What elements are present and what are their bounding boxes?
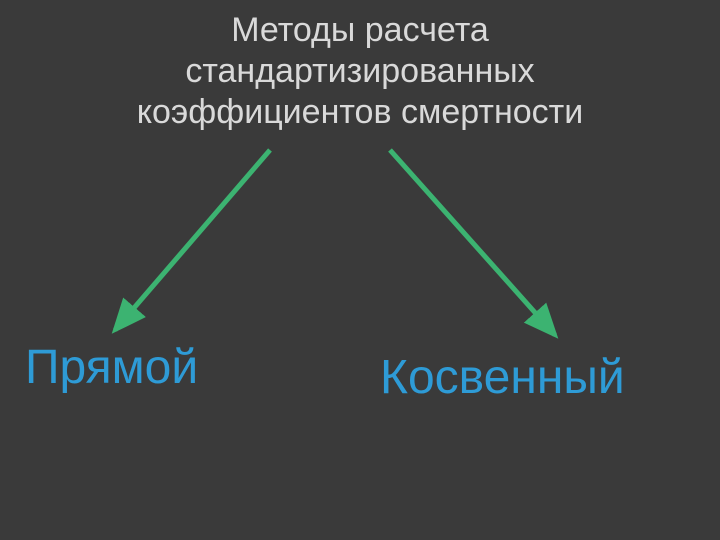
arrow-right (390, 150, 555, 335)
arrow-left (115, 150, 270, 330)
diagram-title: Методы расчетастандартизированныхкоэффиц… (0, 10, 720, 132)
branch-left-label: Прямой (25, 340, 198, 395)
branch-right-label: Косвенный (380, 350, 625, 405)
